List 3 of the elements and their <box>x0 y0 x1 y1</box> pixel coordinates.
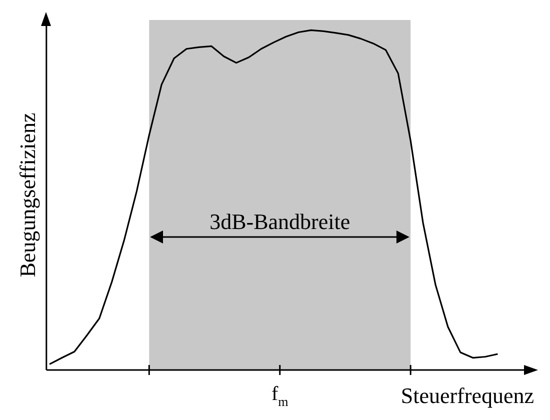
y-axis-title: Beugungseffizienz <box>14 112 40 278</box>
x-axis-title: Steuerfrequenz <box>400 383 534 408</box>
annotation: 3dB-Bandbreite <box>210 209 350 234</box>
